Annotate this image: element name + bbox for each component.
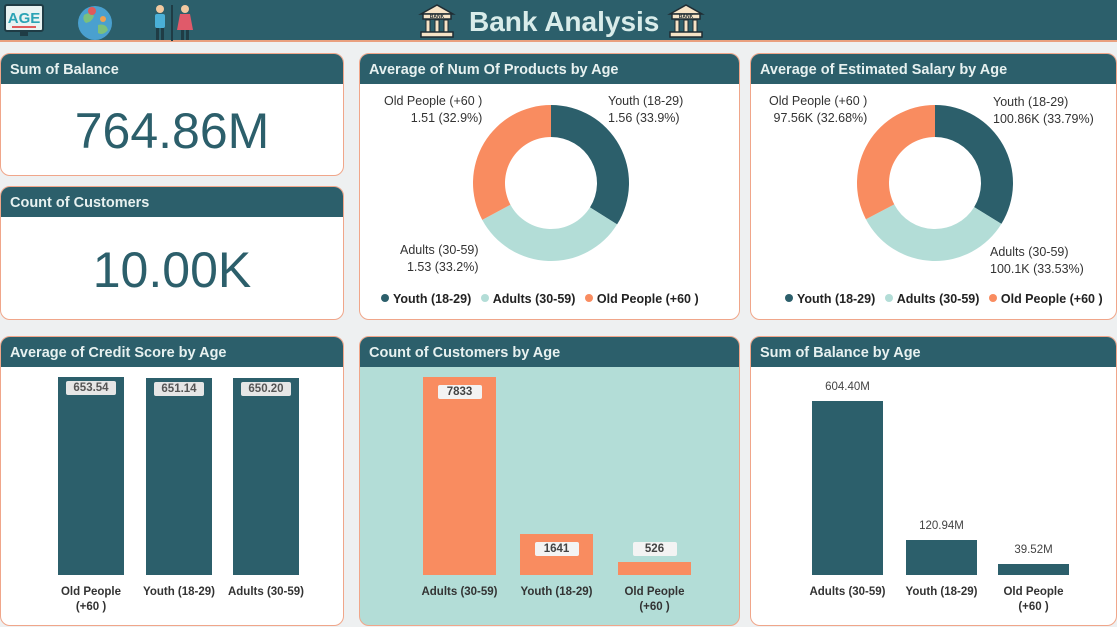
bar-2[interactable]: [233, 378, 299, 575]
bar-1[interactable]: [906, 540, 977, 575]
chart-legend: Youth (18-29) Adults (30-59) Old People …: [785, 292, 1109, 306]
globe-icon[interactable]: [76, 3, 114, 41]
card-title: Count of Customers: [1, 187, 343, 217]
page-title: Bank Analysis: [469, 6, 660, 37]
donut-chart: [473, 105, 629, 261]
legend-item: Youth (18-29): [381, 292, 471, 306]
gender-icon[interactable]: [150, 3, 196, 43]
kpi-card-customers[interactable]: Count of Customers 10.00K: [0, 186, 344, 320]
legend-item: Old People (+60 ): [988, 292, 1103, 306]
x-axis-label: Youth (18-29): [905, 586, 978, 598]
slice-label-old: Old People (+60 ) 97.56K (32.68%): [769, 94, 868, 125]
slice-label-youth: Youth (18-29) 100.86K (33.79%): [993, 95, 1094, 126]
legend-item: Adults (30-59): [480, 292, 575, 306]
x-axis-label: Old People (+60 ): [60, 586, 122, 613]
x-axis-label: Adults (30-59): [809, 586, 886, 598]
chart-products-by-age[interactable]: Average of Num Of Products by Age Youth …: [359, 53, 740, 320]
bank-icon-label: BANK: [430, 14, 445, 20]
slice-label-youth: Youth (18-29) 1.56 (33.9%): [608, 94, 684, 125]
x-axis-label: Adults (30-59): [421, 586, 498, 598]
x-axis-label: Youth (18-29): [520, 586, 593, 598]
bar-value-label: 604.40M: [825, 381, 870, 393]
donut-slice-0[interactable]: [551, 105, 629, 225]
x-axis-label: Old People (+60 ): [1003, 586, 1064, 613]
bank-icon-label: BANK: [679, 14, 694, 20]
slice-label-old: Old People (+60 ) 1.51 (32.9%): [384, 94, 483, 125]
bar-2[interactable]: [998, 563, 1069, 575]
slice-label-adults: Adults (30-59) 100.1K (33.53%): [990, 245, 1084, 276]
x-axis-label: Old People (+60 ): [624, 586, 685, 613]
donut-chart: [857, 105, 1013, 261]
chart-title: Average of Credit Score by Age: [1, 337, 343, 367]
bar-value-label: 7833: [437, 385, 482, 399]
bar-value-label: 1641: [534, 541, 579, 556]
bar-0[interactable]: [58, 377, 124, 575]
legend-item: Youth (18-29): [785, 292, 875, 306]
header-bar: AGE BANK: [0, 0, 1117, 42]
card-title: Sum of Balance: [1, 54, 343, 84]
svg-text:AGE: AGE: [8, 10, 41, 27]
donut-slice-1[interactable]: [865, 204, 1002, 261]
chart-title: Average of Num Of Products by Age: [360, 54, 739, 84]
bar-2[interactable]: [618, 561, 691, 575]
chart-title: Average of Estimated Salary by Age: [751, 54, 1116, 84]
chart-title: Sum of Balance by Age: [751, 337, 1116, 367]
bar-value-label: 650.20: [241, 382, 291, 396]
chart-customers-by-age[interactable]: Count of Customers by Age 7833 Adults (30…: [359, 336, 740, 626]
kpi-value: 764.86M: [74, 103, 270, 159]
legend-item: Adults (30-59): [884, 292, 979, 306]
legend-item: Old People (+60 ): [584, 292, 699, 306]
chart-title: Count of Customers by Age: [360, 337, 739, 367]
bar-value-label: 653.54: [66, 381, 116, 395]
kpi-value: 10.00K: [92, 242, 252, 298]
donut-slice-2[interactable]: [857, 105, 935, 220]
x-axis-label: Adults (30-59): [227, 586, 305, 598]
bar-value-label: 526: [632, 541, 677, 556]
chart-balance-by-age[interactable]: Sum of Balance by Age 604.40M Adults (30-…: [750, 336, 1117, 626]
chart-legend: Youth (18-29) Adults (30-59) Old People …: [381, 292, 705, 306]
bar-0[interactable]: [423, 377, 496, 575]
slice-label-adults: Adults (30-59) 1.53 (33.2%): [400, 243, 479, 274]
donut-slice-2[interactable]: [473, 105, 551, 220]
bar-1[interactable]: [146, 377, 212, 575]
bank-icon: BANK: [418, 2, 456, 40]
age-icon[interactable]: AGE: [4, 4, 44, 38]
bar-value-label: 39.52M: [1014, 543, 1053, 556]
donut-slice-0[interactable]: [935, 105, 1013, 224]
bar-value-label: 651.14: [154, 381, 204, 396]
chart-salary-by-age[interactable]: Average of Estimated Salary by Age Youth…: [750, 53, 1117, 320]
donut-slice-1[interactable]: [482, 204, 618, 261]
x-axis-label: Youth (18-29): [143, 586, 215, 598]
chart-credit-score-by-age[interactable]: Average of Credit Score by Age 653.54 Old…: [0, 336, 344, 626]
kpi-card-balance[interactable]: Sum of Balance 764.86M: [0, 53, 344, 176]
bank-icon: BANK: [667, 2, 705, 40]
bar-0[interactable]: [812, 401, 883, 575]
bar-value-label: 120.94M: [919, 520, 964, 533]
